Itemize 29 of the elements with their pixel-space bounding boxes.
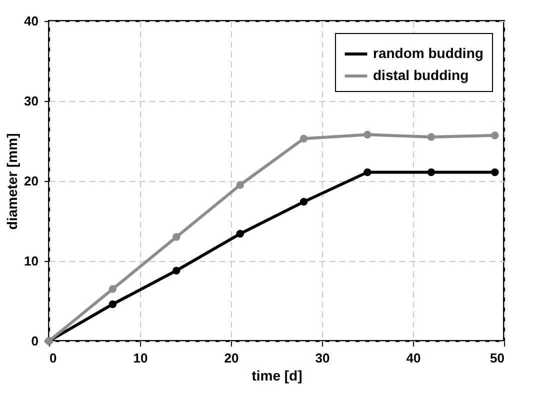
point <box>300 134 308 142</box>
x-axis-title: time [d] <box>252 368 302 384</box>
point <box>108 285 117 293</box>
legend-label: distal budding <box>373 67 469 83</box>
x-tick-label: 40 <box>406 350 421 366</box>
point <box>236 181 244 189</box>
y-axis-title: diameter [mm] <box>4 133 20 230</box>
y-tick-label: 10 <box>24 254 38 268</box>
point <box>364 168 372 176</box>
point <box>172 266 180 274</box>
point <box>427 168 436 176</box>
y-tick-label: 40 <box>24 14 38 28</box>
y-tick-label: 30 <box>24 94 38 108</box>
x-tick-label: 0 <box>50 350 57 366</box>
point <box>491 168 499 176</box>
point <box>108 300 117 308</box>
point <box>491 132 499 140</box>
point <box>172 233 180 241</box>
x-tick-label: 10 <box>133 350 148 366</box>
point <box>300 198 308 206</box>
y-tick-label: 20 <box>24 174 38 188</box>
x-tick-label: 50 <box>490 350 504 366</box>
y-tick-label: 0 <box>31 334 38 348</box>
point <box>236 230 244 238</box>
point <box>427 133 436 141</box>
legend-label: random budding <box>373 45 484 61</box>
point <box>364 130 372 138</box>
x-tick-label: 20 <box>224 350 239 366</box>
x-tick-label: 30 <box>315 350 330 366</box>
